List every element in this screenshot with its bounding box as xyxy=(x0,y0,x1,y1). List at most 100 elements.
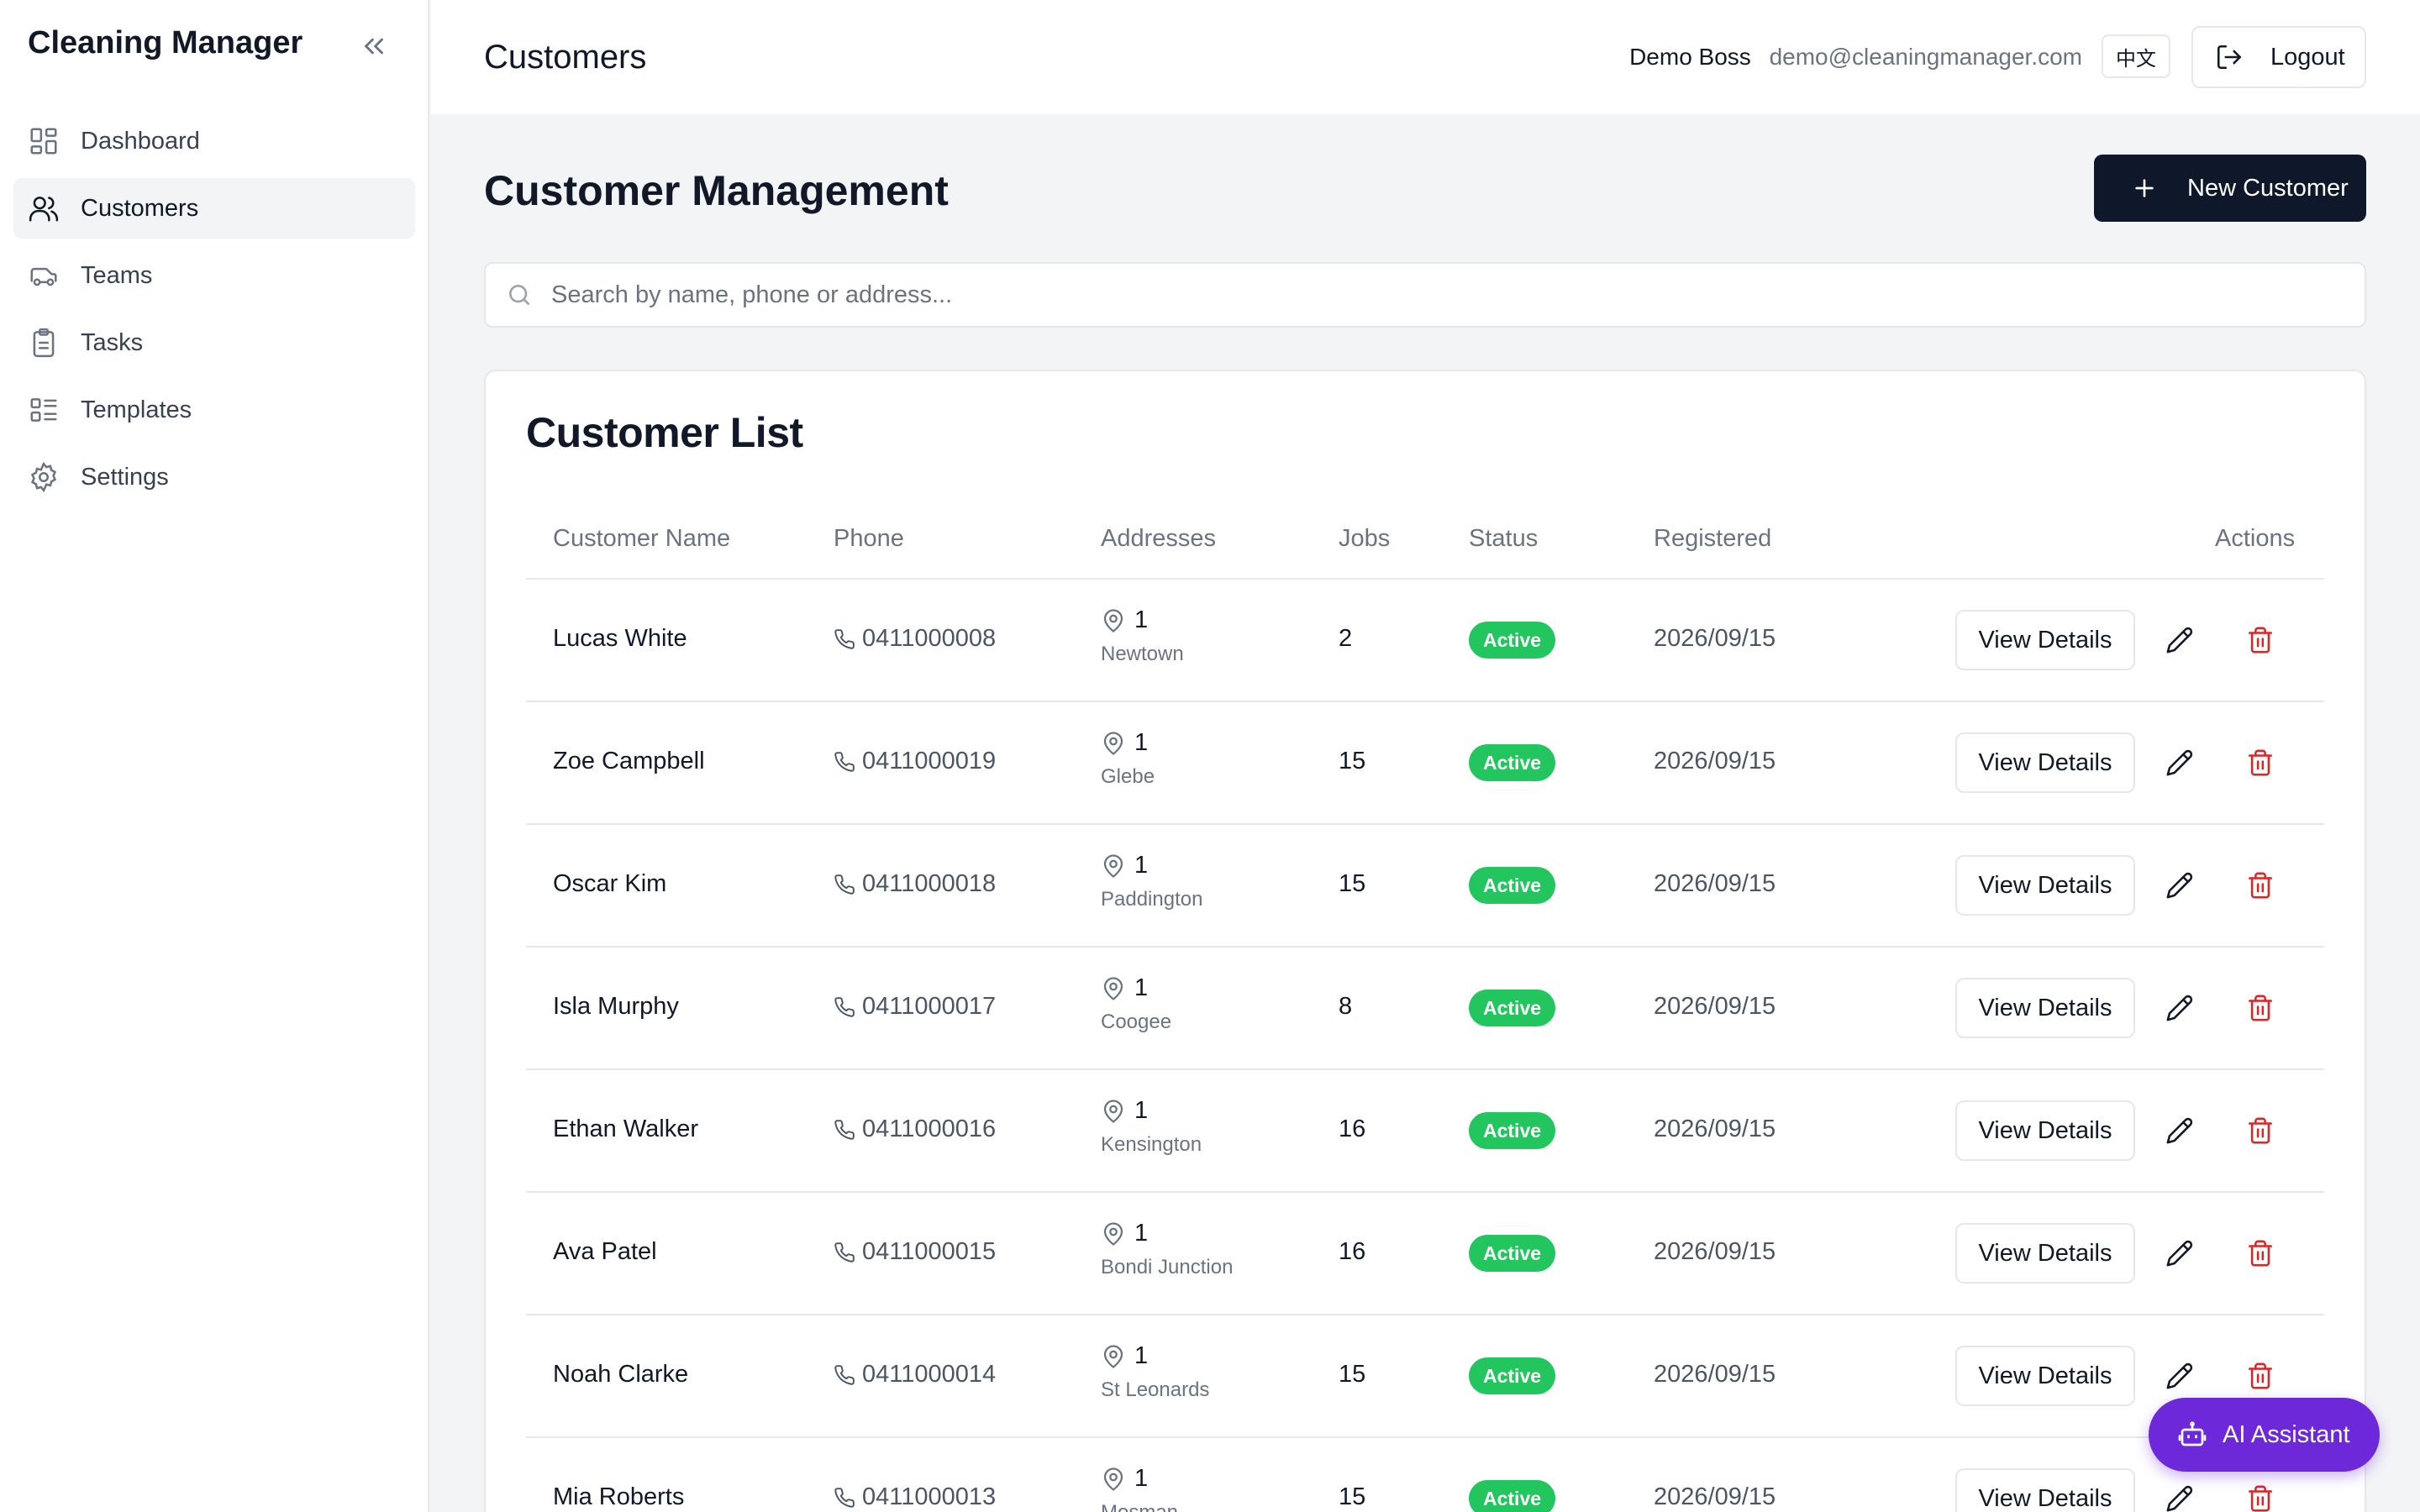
customer-jobs: 15 xyxy=(1339,1361,1366,1388)
edit-icon[interactable] xyxy=(2165,1239,2194,1268)
column-header-actions: Actions xyxy=(2215,525,2296,552)
address-count-wrap: 1 xyxy=(1101,1220,1233,1247)
customer-name: Isla Murphy xyxy=(553,993,679,1020)
address-count: 1 xyxy=(1134,729,1149,756)
logout-icon xyxy=(2215,43,2244,71)
ai-assistant-label: AI Assistant xyxy=(2223,1420,2350,1448)
delete-icon[interactable] xyxy=(2246,994,2275,1022)
page-title: Customers xyxy=(484,39,647,76)
address-count-wrap: 1 xyxy=(1101,852,1202,879)
status-badge: Active xyxy=(1469,1480,1556,1512)
delete-icon[interactable] xyxy=(2246,1239,2275,1268)
customer-jobs: 2 xyxy=(1339,625,1353,652)
customer-addresses: 1 Glebe xyxy=(1101,729,1155,789)
ai-assistant-button[interactable]: AI Assistant xyxy=(2149,1398,2380,1472)
status-badge: Active xyxy=(1469,744,1556,781)
sidebar-item-settings[interactable]: Settings xyxy=(13,447,415,507)
registered-date: 2026/09/15 xyxy=(1654,1361,1776,1388)
collapse-sidebar-icon[interactable] xyxy=(358,30,390,62)
phone-icon xyxy=(834,1119,855,1141)
logout-button[interactable]: Logout xyxy=(2191,26,2366,88)
view-details-button[interactable]: View Details xyxy=(1955,610,2135,670)
sidebar-item-label: Teams xyxy=(81,261,153,289)
edit-icon[interactable] xyxy=(2165,1484,2194,1512)
edit-icon[interactable] xyxy=(2165,1362,2194,1390)
delete-icon[interactable] xyxy=(2246,748,2275,777)
logout-label: Logout xyxy=(2270,43,2345,71)
edit-icon[interactable] xyxy=(2165,626,2194,654)
customer-list-card: Customer List Customer Name Phone Addres… xyxy=(484,370,2366,1512)
delete-icon[interactable] xyxy=(2246,871,2275,900)
view-details-button[interactable]: View Details xyxy=(1955,978,2135,1038)
address-count: 1 xyxy=(1134,1220,1149,1247)
address-suburb: Newtown xyxy=(1101,643,1184,665)
address-count-wrap: 1 xyxy=(1101,606,1184,634)
customer-jobs: 15 xyxy=(1339,1483,1366,1510)
sidebar-item-label: Customers xyxy=(81,194,199,222)
table-row: Ava Patel 0411000015 1 Bondi Junction 16 Acti… xyxy=(526,1193,2324,1315)
phone-icon xyxy=(834,1242,855,1263)
view-details-button[interactable]: View Details xyxy=(1955,732,2135,793)
column-header-name: Customer Name xyxy=(553,525,731,552)
phone-number: 0411000016 xyxy=(862,1116,997,1142)
delete-icon[interactable] xyxy=(2246,1362,2275,1390)
address-count: 1 xyxy=(1134,974,1149,1001)
sidebar-item-customers[interactable]: Customers xyxy=(13,178,415,239)
search-input[interactable] xyxy=(551,281,2365,309)
sidebar-item-dashboard[interactable]: Dashboard xyxy=(13,111,415,171)
search-bar xyxy=(484,262,2366,328)
address-count: 1 xyxy=(1134,1465,1149,1492)
table-row: Mia Roberts 0411000013 1 Mosman 15 Active 2026… xyxy=(526,1438,2324,1512)
edit-icon[interactable] xyxy=(2165,871,2194,900)
delete-icon[interactable] xyxy=(2246,1484,2275,1512)
phone-number: 0411000008 xyxy=(862,625,997,652)
sidebar-nav: Dashboard Customers Teams Tasks Template… xyxy=(13,111,415,514)
user-email: demo@cleaningmanager.com xyxy=(1769,44,2082,70)
address-count-wrap: 1 xyxy=(1101,974,1171,1002)
phone-icon xyxy=(834,1364,855,1386)
sidebar-item-teams[interactable]: Teams xyxy=(13,245,415,306)
language-toggle-button[interactable]: 中文 xyxy=(2102,34,2170,78)
address-count-wrap: 1 xyxy=(1101,1342,1209,1370)
sidebar-item-label: Dashboard xyxy=(81,127,200,155)
column-header-phone: Phone xyxy=(834,525,904,552)
phone-number: 0411000015 xyxy=(862,1238,997,1265)
edit-icon[interactable] xyxy=(2165,994,2194,1022)
sidebar: Cleaning Manager Dashboard Customers Tea… xyxy=(0,0,429,1512)
user-name: Demo Boss xyxy=(1629,44,1751,70)
status-badge: Active xyxy=(1469,1112,1556,1149)
view-details-button[interactable]: View Details xyxy=(1955,1346,2135,1406)
delete-icon[interactable] xyxy=(2246,626,2275,654)
address-suburb: Paddington xyxy=(1101,888,1203,911)
customer-list-title: Customer List xyxy=(526,409,803,456)
view-details-button[interactable]: View Details xyxy=(1955,1468,2135,1512)
view-details-button[interactable]: View Details xyxy=(1955,855,2135,916)
column-header-registered: Registered xyxy=(1654,525,1772,552)
section-heading: Customer Management xyxy=(484,167,949,214)
app-brand: Cleaning Manager xyxy=(28,25,303,60)
registered-date: 2026/09/15 xyxy=(1654,1483,1776,1510)
view-details-button[interactable]: View Details xyxy=(1955,1100,2135,1161)
customer-addresses: 1 Mosman xyxy=(1101,1465,1178,1512)
edit-icon[interactable] xyxy=(2165,1116,2194,1145)
address-suburb: Mosman xyxy=(1101,1501,1178,1512)
users-icon xyxy=(28,192,60,224)
sidebar-item-templates[interactable]: Templates xyxy=(13,380,415,440)
customer-name: Ava Patel xyxy=(553,1238,657,1265)
view-details-button[interactable]: View Details xyxy=(1955,1223,2135,1284)
status-badge: Active xyxy=(1469,990,1556,1026)
clipboard-icon xyxy=(28,327,60,359)
table-row: Lucas White 0411000008 1 Newtown 2 Active 2026… xyxy=(526,580,2324,702)
map-pin-icon xyxy=(1101,1221,1126,1247)
table-header: Customer Name Phone Addresses Jobs Statu… xyxy=(526,497,2324,580)
map-pin-icon xyxy=(1101,1344,1126,1369)
edit-icon[interactable] xyxy=(2165,748,2194,777)
table-body: Lucas White 0411000008 1 Newtown 2 Active 2026… xyxy=(526,580,2324,1512)
map-pin-icon xyxy=(1101,853,1126,879)
address-count: 1 xyxy=(1134,606,1149,633)
registered-date: 2026/09/15 xyxy=(1654,1116,1776,1142)
address-count-wrap: 1 xyxy=(1101,1097,1202,1125)
new-customer-button[interactable]: New Customer xyxy=(2094,155,2366,222)
delete-icon[interactable] xyxy=(2246,1116,2275,1145)
sidebar-item-tasks[interactable]: Tasks xyxy=(13,312,415,373)
